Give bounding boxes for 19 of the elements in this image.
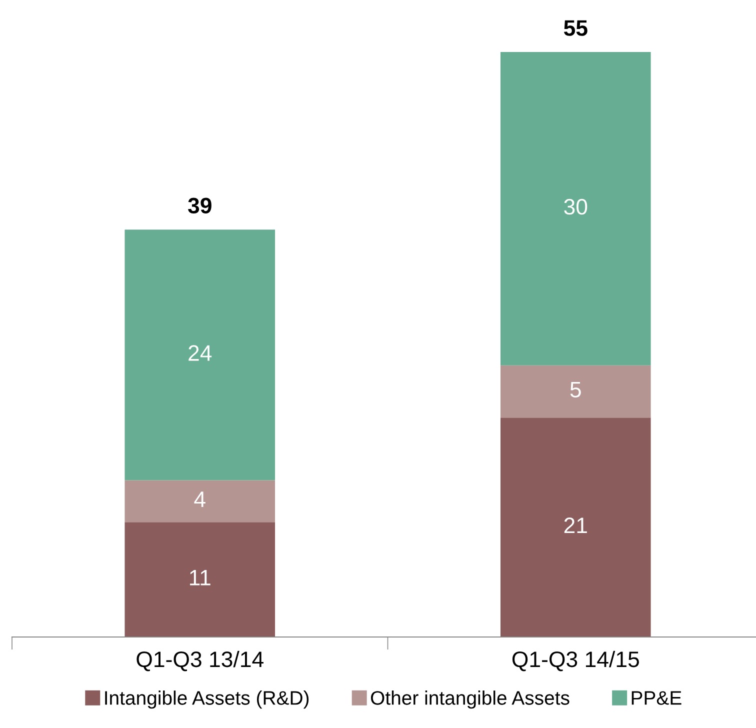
data-label: 11 (190, 570, 210, 586)
data-label: 24 (188, 345, 212, 361)
x-tick-label: Q1-Q3 13/14 (136, 650, 264, 672)
legend-label: Intangible Assets (R&D) (105, 690, 309, 709)
bar (124, 480, 276, 522)
bar (124, 522, 276, 637)
data-label: 21 (564, 518, 587, 534)
data-label: 4 (194, 492, 206, 507)
bar (124, 230, 276, 480)
bar (500, 52, 651, 366)
data-label: 30 (564, 198, 588, 215)
legend-label: Other intangible Assets (370, 690, 570, 709)
legend-label: PP&E (632, 691, 682, 705)
bar (500, 365, 651, 418)
bar (500, 418, 651, 637)
total-label: 55 (564, 20, 588, 36)
total-label: 39 (188, 198, 212, 214)
data-label: 5 (570, 382, 581, 398)
x-tick-label: Q1-Q3 14/15 (512, 650, 639, 672)
